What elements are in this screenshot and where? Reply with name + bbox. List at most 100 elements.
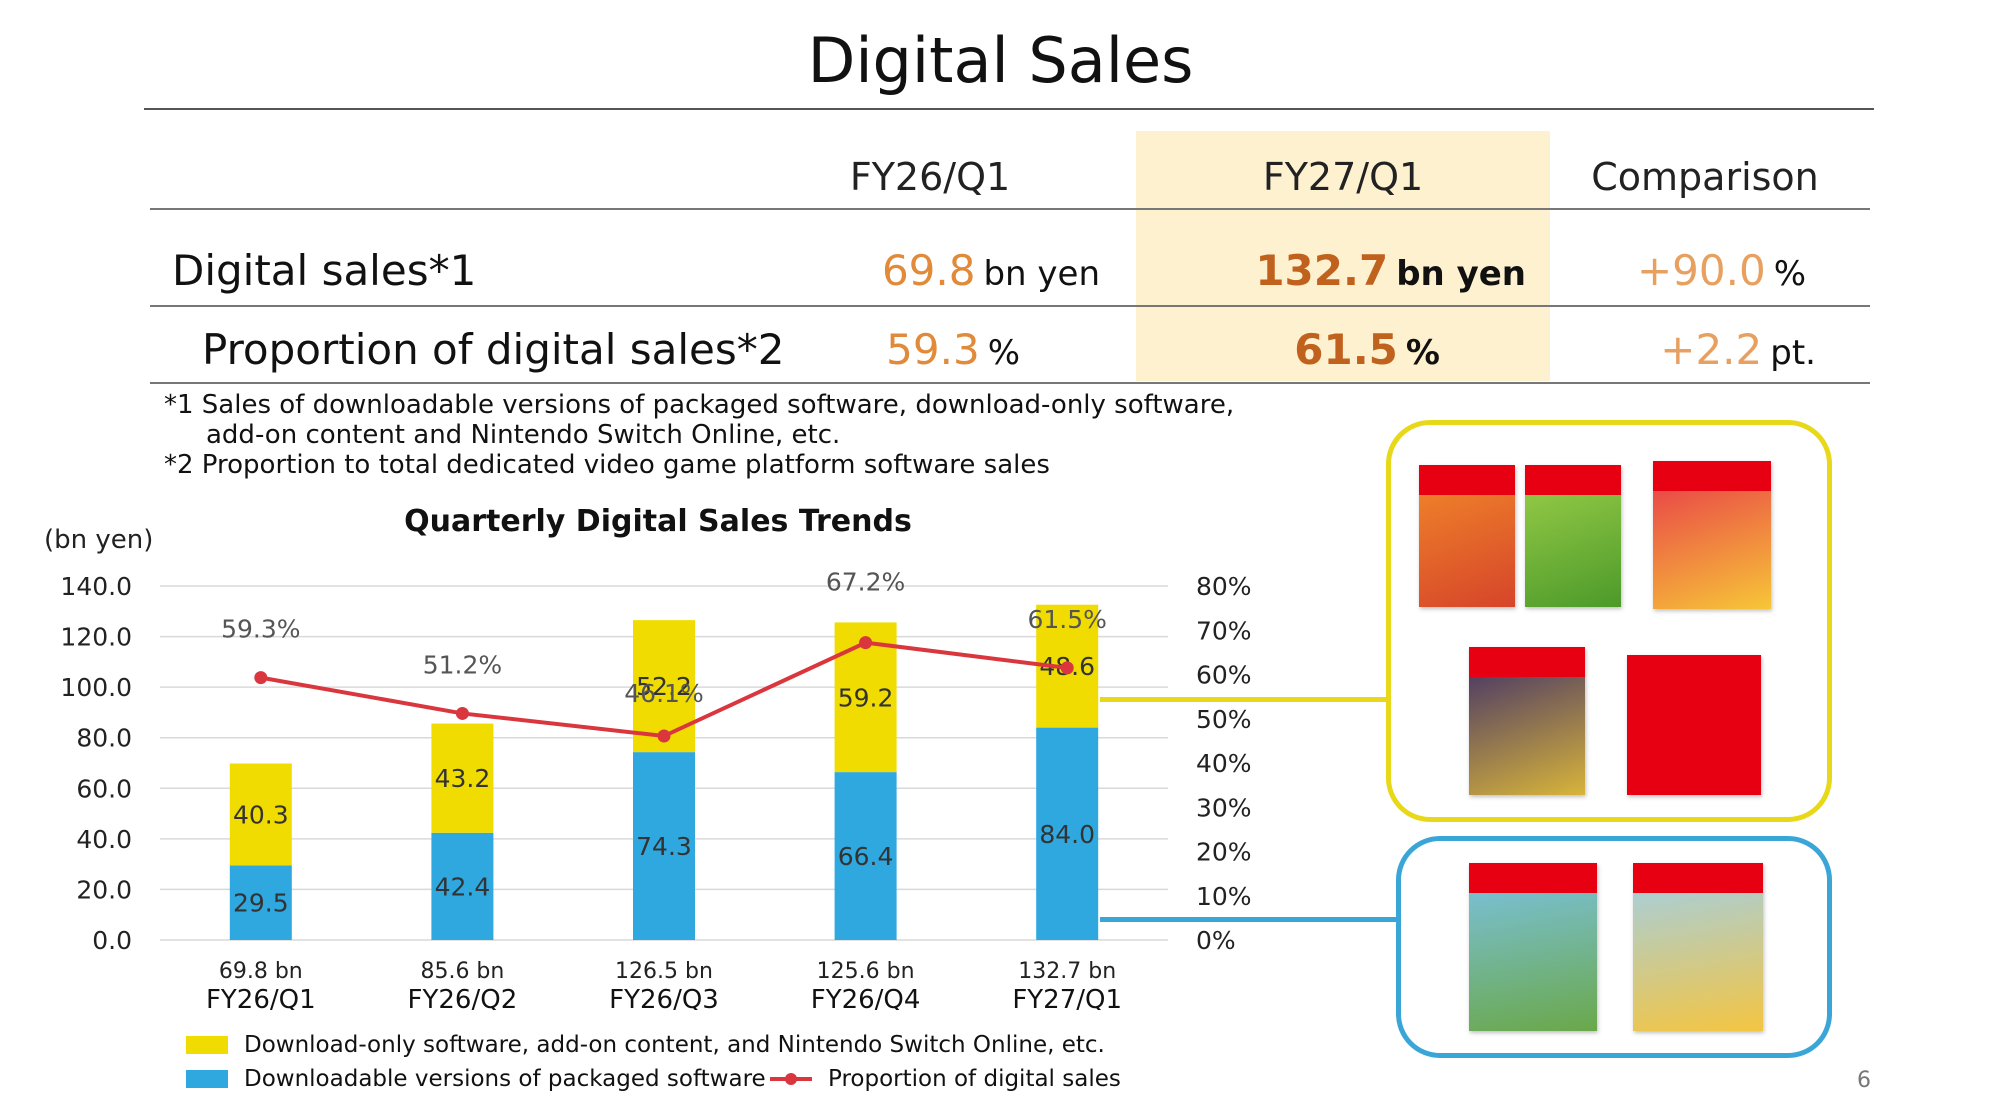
packaged-game-art-2	[1633, 863, 1763, 1031]
data-label-download-only: 59.2	[838, 683, 894, 712]
chart-title: Quarterly Digital Sales Trends	[404, 504, 912, 539]
data-label-packaged: 74.3	[636, 832, 692, 861]
cell-comparison-proportion: +2.2 pt.	[1580, 325, 1816, 374]
cell-fy27-digital-sales: 132.7 bn yen	[1180, 246, 1526, 295]
value: +2.2	[1660, 325, 1763, 374]
y2-tick-label: 20%	[1196, 838, 1252, 867]
footnotes: *1 Sales of downloadable versions of pac…	[164, 390, 1234, 480]
bar-packaged	[431, 832, 494, 940]
proportion-point	[859, 636, 873, 650]
proportion-label: 67.2%	[826, 568, 905, 597]
bar-packaged	[834, 772, 897, 940]
cell-comparison-digital-sales: +90.0%	[1580, 246, 1806, 295]
title-divider	[144, 108, 1874, 110]
table-rule-mid	[150, 305, 1870, 307]
proportion-label: 59.3%	[221, 615, 300, 644]
data-label-packaged: 42.4	[435, 872, 491, 901]
y2-tick-label: 10%	[1196, 882, 1252, 911]
cell-fy26-digital-sales: 69.8 bn yen	[860, 246, 1100, 295]
proportion-point	[455, 706, 469, 720]
legend-item-proportion: Proportion of digital sales	[768, 1066, 1121, 1092]
game-box-art-green	[1525, 465, 1621, 607]
unit: pt.	[1770, 333, 1816, 373]
y2-tick-label: 60%	[1196, 661, 1252, 690]
category-label: FY26/Q3	[609, 985, 719, 1010]
y-tick-label: 100.0	[60, 673, 132, 702]
game-box-art-red	[1419, 465, 1515, 607]
connector-line-yellow	[1100, 697, 1386, 702]
download-only-products-box	[1386, 420, 1832, 822]
data-label-packaged: 84.0	[1039, 820, 1095, 849]
footnote-1-cont: add-on content and Nintendo Switch Onlin…	[206, 420, 841, 450]
cell-fy27-proportion: 61.5%	[1180, 325, 1440, 374]
unit: bn yen	[983, 254, 1100, 294]
proportion-point	[1060, 661, 1074, 675]
proportion-point	[657, 729, 671, 743]
y-tick-label: 60.0	[76, 774, 132, 803]
value: +90.0	[1636, 246, 1766, 295]
digital-sales-chart: 0.0 20.0 40.0 60.0 80.0 100.0 120.0 140.0 0% 10% 2…	[60, 568, 1252, 1010]
proportion-label: 51.2%	[423, 650, 502, 679]
legend-swatch-blue	[186, 1070, 228, 1088]
y2-tick-label: 0%	[1196, 926, 1236, 955]
proportion-point	[254, 671, 268, 685]
category-total-label: 85.6 bn	[420, 959, 504, 984]
table-rule-bottom	[150, 382, 1870, 384]
upgrade-pack-art	[1653, 461, 1771, 609]
packaged-game-art-1	[1469, 863, 1597, 1031]
bar-download-only	[431, 723, 494, 833]
page-number: 6	[1857, 1068, 1871, 1093]
legend-line-marker	[770, 1073, 812, 1085]
y-tick-label: 40.0	[76, 825, 132, 854]
legend-label: Proportion of digital sales	[828, 1066, 1121, 1092]
y2-tick-label: 50%	[1196, 705, 1252, 734]
unit: %	[1405, 333, 1440, 373]
unit: bn yen	[1396, 254, 1526, 294]
page-title: Digital Sales	[807, 24, 1194, 97]
y-tick-label: 80.0	[76, 724, 132, 753]
legend-label: Downloadable versions of packaged softwa…	[244, 1066, 766, 1092]
unit: %	[1773, 254, 1806, 294]
category-label: FY27/Q1	[1012, 985, 1122, 1010]
category-label: FY26/Q1	[206, 985, 316, 1010]
y-tick-label: 0.0	[92, 926, 132, 955]
data-label-download-only: 43.2	[435, 764, 491, 793]
y2-tick-label: 40%	[1196, 749, 1252, 778]
table-header-comparison: Comparison	[1591, 155, 1819, 199]
legend-swatch-yellow	[186, 1036, 228, 1054]
legend-item-packaged: Downloadable versions of packaged softwa…	[186, 1066, 766, 1092]
legend-label: Download-only software, add-on content, …	[244, 1032, 1105, 1058]
proportion-label: 46.1%	[624, 679, 703, 708]
row-label-proportion: Proportion of digital sales*2	[202, 325, 785, 374]
data-label-packaged: 29.5	[233, 889, 289, 918]
table-header-fy26: FY26/Q1	[849, 155, 1011, 199]
game-add-on-art	[1469, 647, 1585, 795]
category-label: FY26/Q4	[811, 985, 921, 1010]
packaged-software-box	[1396, 836, 1832, 1058]
data-label-packaged: 66.4	[838, 842, 894, 871]
category-total-label: 126.5 bn	[615, 959, 713, 984]
value: 69.8	[881, 246, 976, 295]
bar-packaged	[229, 865, 292, 940]
bar-packaged	[633, 752, 695, 940]
value: 59.3	[886, 325, 980, 374]
table-header-fy27: FY27/Q1	[1262, 155, 1424, 199]
y-tick-label: 140.0	[60, 572, 132, 601]
legend-item-download-only: Download-only software, add-on content, …	[186, 1032, 1105, 1058]
data-label-download-only: 52.2	[636, 672, 692, 701]
value: 61.5	[1294, 325, 1398, 374]
unit: %	[987, 333, 1020, 373]
table-rule-header	[150, 208, 1870, 210]
row-label-digital-sales: Digital sales*1	[172, 246, 477, 295]
y2-tick-label: 70%	[1196, 616, 1252, 645]
y-axis-unit: (bn yen)	[44, 525, 154, 555]
category-total-label: 69.8 bn	[219, 959, 303, 984]
connector-line-blue	[1100, 917, 1396, 922]
y-tick-label: 120.0	[60, 623, 132, 652]
y2-tick-label: 80%	[1196, 572, 1252, 601]
data-label-download-only: 40.3	[233, 800, 289, 829]
value: 132.7	[1255, 246, 1389, 295]
fy27-highlight-column	[1136, 131, 1550, 381]
footnote-1: *1 Sales of downloadable versions of pac…	[164, 390, 1235, 420]
footnote-2: *2 Proportion to total dedicated video g…	[164, 450, 1050, 480]
